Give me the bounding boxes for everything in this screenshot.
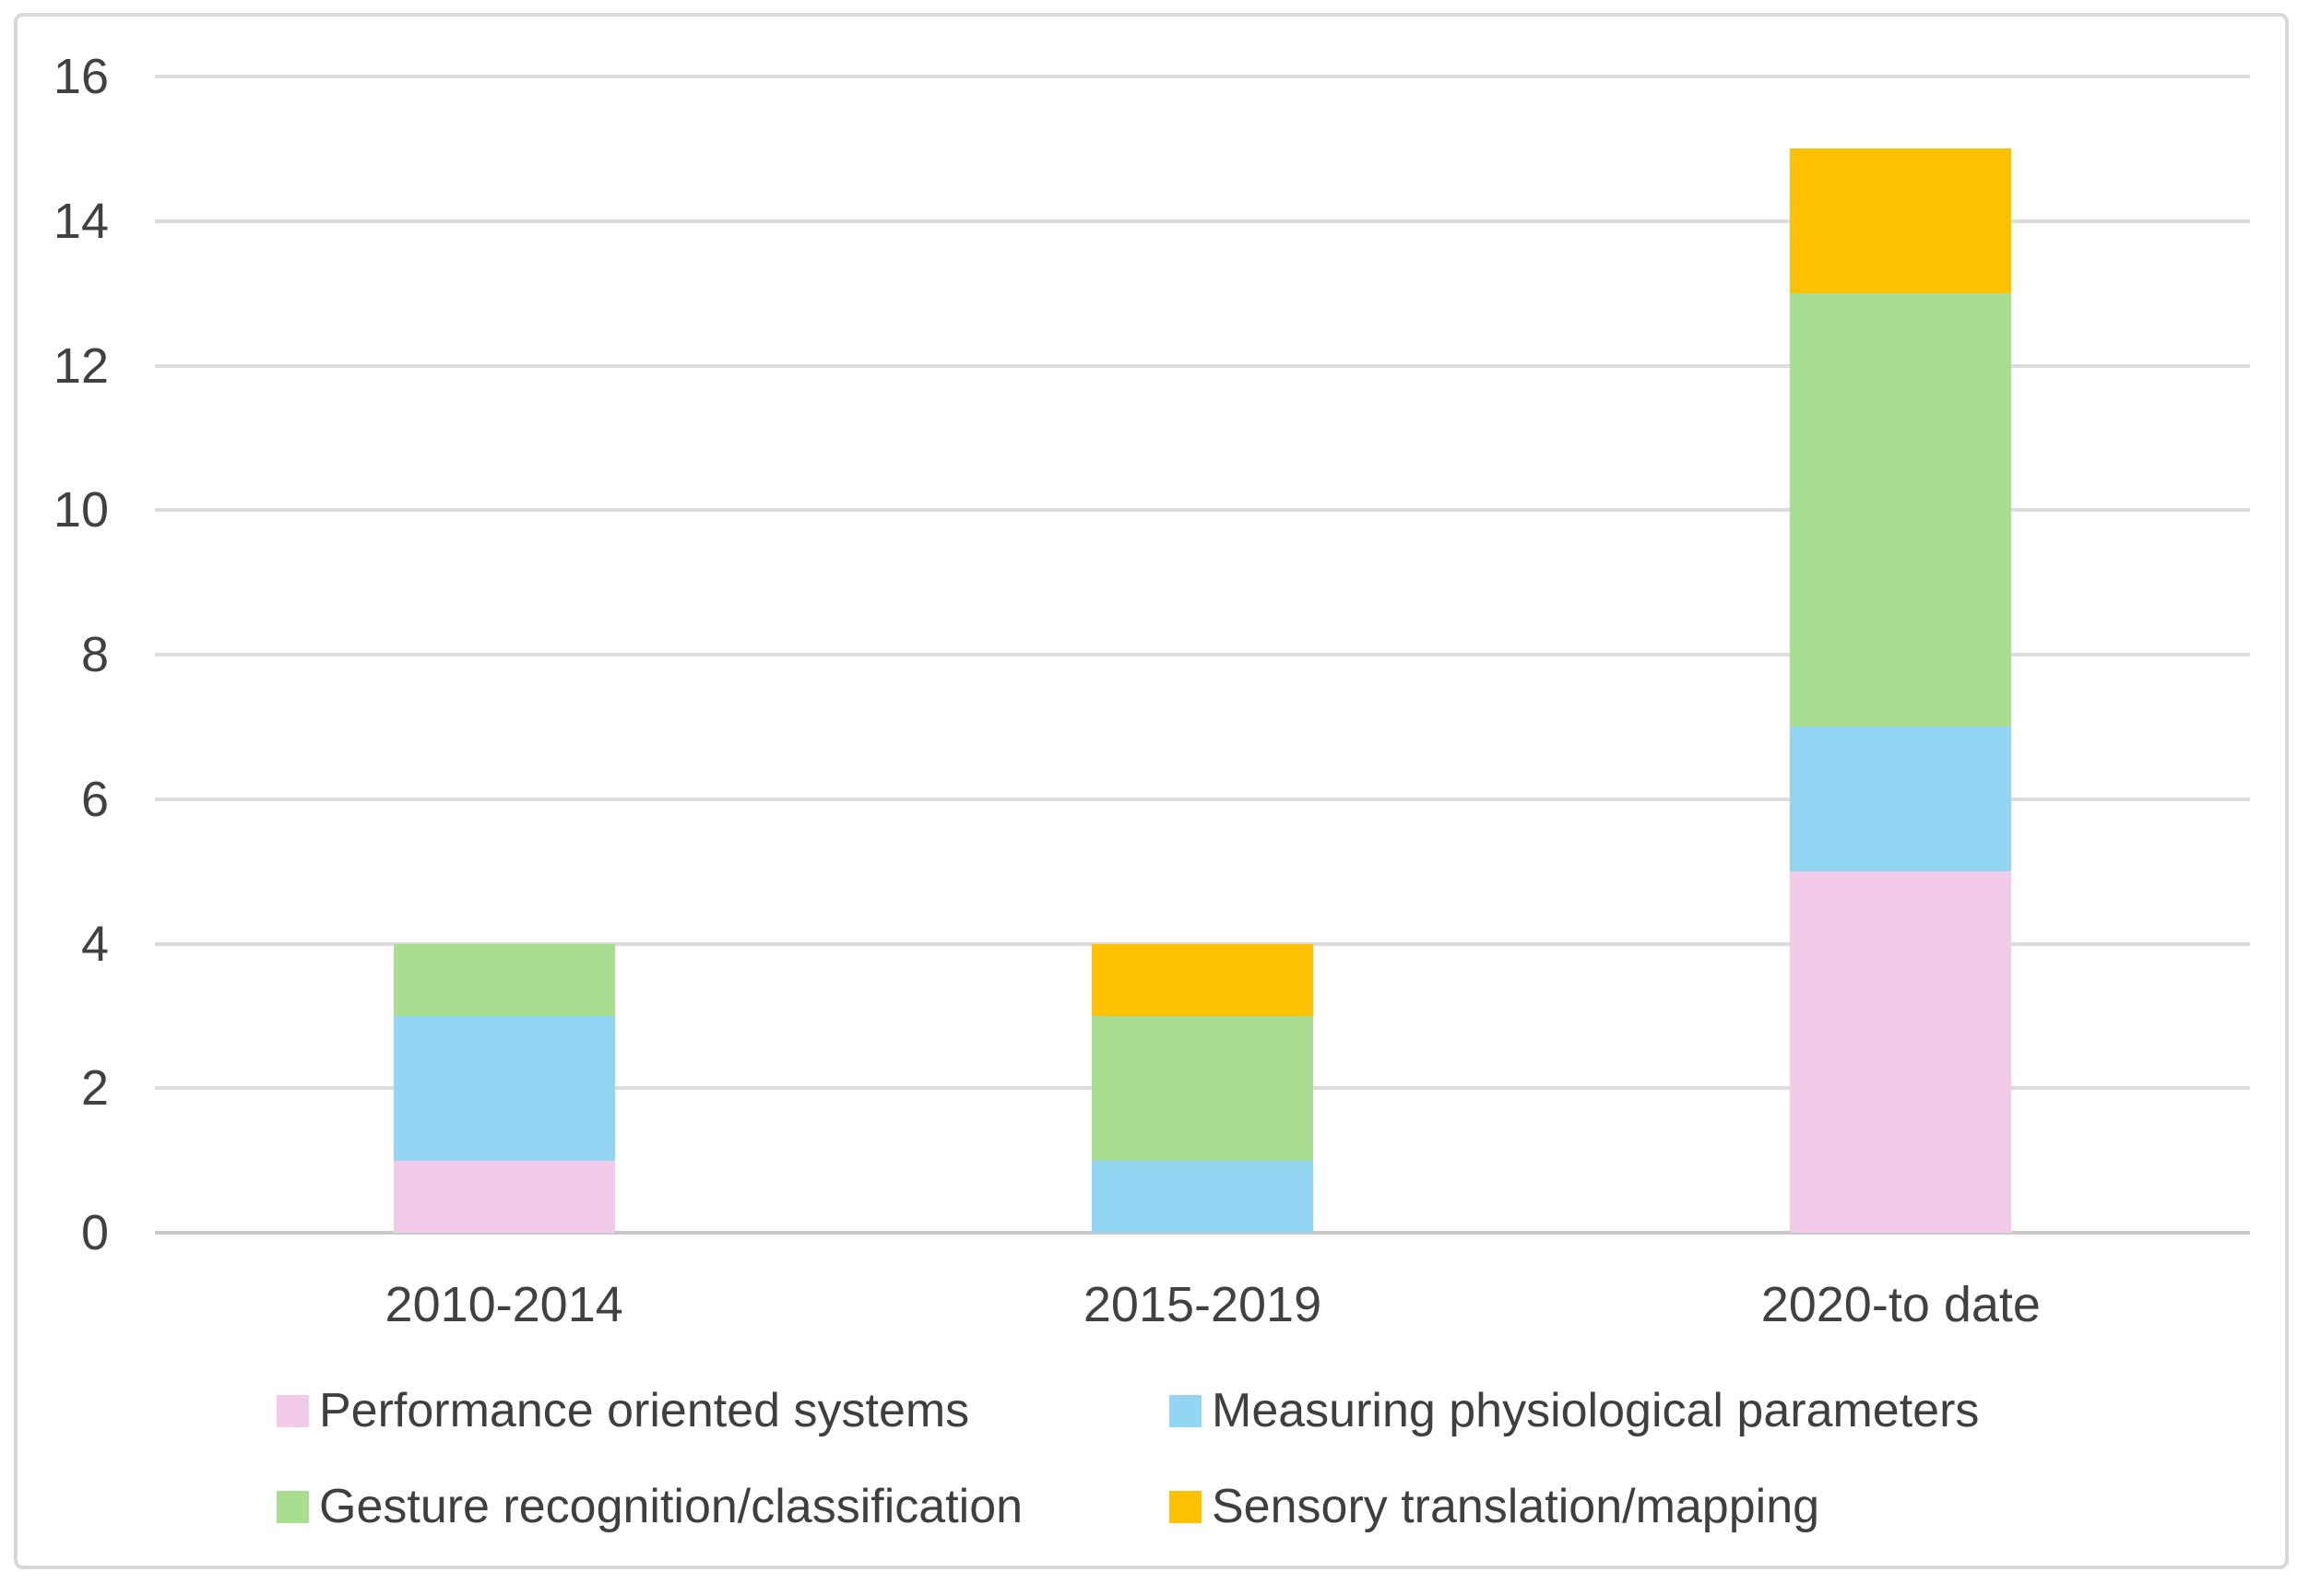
gridline <box>155 75 2250 78</box>
gridline <box>155 363 2250 368</box>
y-tick-label: 16 <box>53 49 109 104</box>
gridline <box>155 797 2250 801</box>
legend-swatch-green <box>277 1490 309 1523</box>
legend-label: Gesture recognition/classification <box>319 1480 1024 1533</box>
legend-label: Performance oriented systems <box>319 1384 970 1437</box>
bar-segment-measuring <box>1790 727 2012 872</box>
x-category-label-2010-2014: 2010-2014 <box>385 1277 623 1332</box>
bar-segment-sensory <box>1790 148 2012 294</box>
y-tick-label: 8 <box>80 627 109 682</box>
y-tick-label: 6 <box>80 771 109 827</box>
legend-item-gesture-recognition-classification: Gesture recognition/classification <box>277 1477 1169 1536</box>
bar-segment-gesture <box>393 943 615 1016</box>
y-tick-label: 2 <box>80 1060 109 1117</box>
y-tick-label: 12 <box>53 337 109 394</box>
legend-item-performance-oriented-systems: Performance oriented systems <box>277 1381 1169 1440</box>
legend-item-sensory-translation-mapping: Sensory translation/mapping <box>1169 1477 1979 1536</box>
bar-segment-performance <box>393 1160 615 1233</box>
bar-segment-measuring <box>393 1015 615 1161</box>
legend-swatch-orange <box>1169 1490 1202 1523</box>
bar-segment-gesture <box>1092 1015 1313 1161</box>
x-axis-zero-line <box>155 1231 2250 1235</box>
legend-swatch-pink <box>277 1394 309 1427</box>
legend-label: Sensory translation/mapping <box>1212 1480 1820 1533</box>
bar-segment-measuring <box>1092 1160 1313 1233</box>
y-tick-label: 14 <box>53 193 109 249</box>
bar-segment-gesture <box>1790 293 2012 727</box>
x-category-label-2015-2019: 2015-2019 <box>1083 1277 1322 1332</box>
legend-label: Measuring physiological parameters <box>1212 1384 1980 1437</box>
bar-segment-performance <box>1790 871 2012 1233</box>
gridline <box>155 219 2250 223</box>
legend: Performance oriented systems Measuring p… <box>277 1381 1979 1536</box>
legend-swatch-blue <box>1169 1394 1202 1427</box>
bar-segment-sensory <box>1092 943 1313 1016</box>
x-category-label-2020-to-date: 2020-to date <box>1760 1277 2041 1332</box>
bar-stack-2010-2014 <box>393 943 615 1233</box>
y-tick-label: 0 <box>80 1205 109 1260</box>
gridline <box>155 508 2250 513</box>
y-tick-label: 4 <box>80 916 109 972</box>
plot-area <box>155 75 2250 1235</box>
legend-item-measuring-physiological-parameters: Measuring physiological parameters <box>1169 1381 1979 1440</box>
bar-stack-2020-to-date <box>1790 148 2012 1233</box>
gridline <box>155 653 2250 656</box>
bar-stack-2015-2019 <box>1092 943 1313 1233</box>
y-tick-label: 10 <box>53 482 109 538</box>
